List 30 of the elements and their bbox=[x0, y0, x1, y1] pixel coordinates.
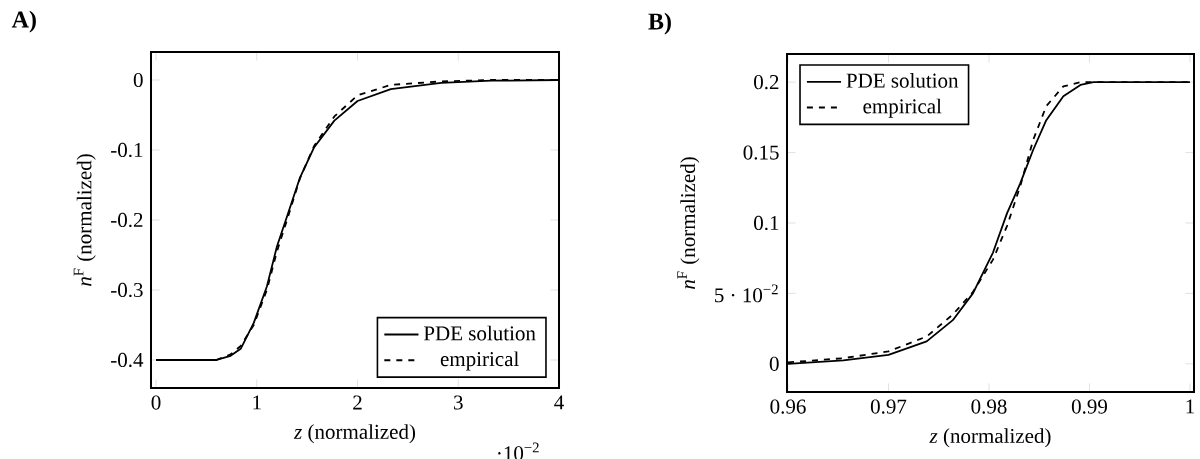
y-axis-title: n$^{F}$ (normalized) bbox=[73, 154, 96, 286]
x-tick-label: 1 bbox=[253, 395, 261, 410]
x-tick-label: 4 bbox=[554, 395, 564, 410]
legend-label: PDE solution bbox=[846, 72, 959, 88]
y-tick-label: -0.3 bbox=[111, 282, 143, 298]
legend-label: PDE solution bbox=[423, 325, 536, 341]
x-tick-label: 0.99 bbox=[1071, 399, 1107, 414]
x-tick-label: 1 bbox=[1186, 399, 1194, 414]
x-tick-label: 0.97 bbox=[870, 399, 907, 414]
x-tick-label: 0.96 bbox=[770, 399, 806, 414]
chart-title: B) bbox=[648, 12, 671, 35]
y-tick-label: 0.1 bbox=[754, 215, 779, 231]
x-tick-label: 0 bbox=[151, 395, 161, 410]
x-axis-title: z (normalized) bbox=[929, 428, 1051, 448]
chart-title: A) bbox=[11, 10, 36, 33]
x-tick-label: 2 bbox=[353, 395, 362, 410]
y-tick-label: 0 bbox=[769, 356, 779, 371]
y-tick-label: 0.2 bbox=[754, 75, 779, 90]
legend-label: empirical bbox=[863, 98, 942, 118]
x-tick-label: 0.98 bbox=[971, 399, 1007, 414]
y-tick-label: 0.15 bbox=[743, 145, 779, 160]
x-axis-title: z (normalized) bbox=[293, 424, 416, 444]
x-tick-label: 3 bbox=[454, 395, 463, 410]
legend-label: empirical bbox=[440, 351, 519, 371]
y-tick-label: 0 bbox=[133, 72, 143, 88]
y-tick-label: -0.2 bbox=[111, 212, 143, 228]
y-axis-title: n$^{F}$ (normalized) bbox=[677, 157, 700, 289]
y-tick-label: -0.4 bbox=[111, 352, 144, 368]
y-tick-label: -0.1 bbox=[111, 142, 143, 158]
y-tick-label: 5 · 10$^{−2}$ bbox=[715, 284, 778, 303]
